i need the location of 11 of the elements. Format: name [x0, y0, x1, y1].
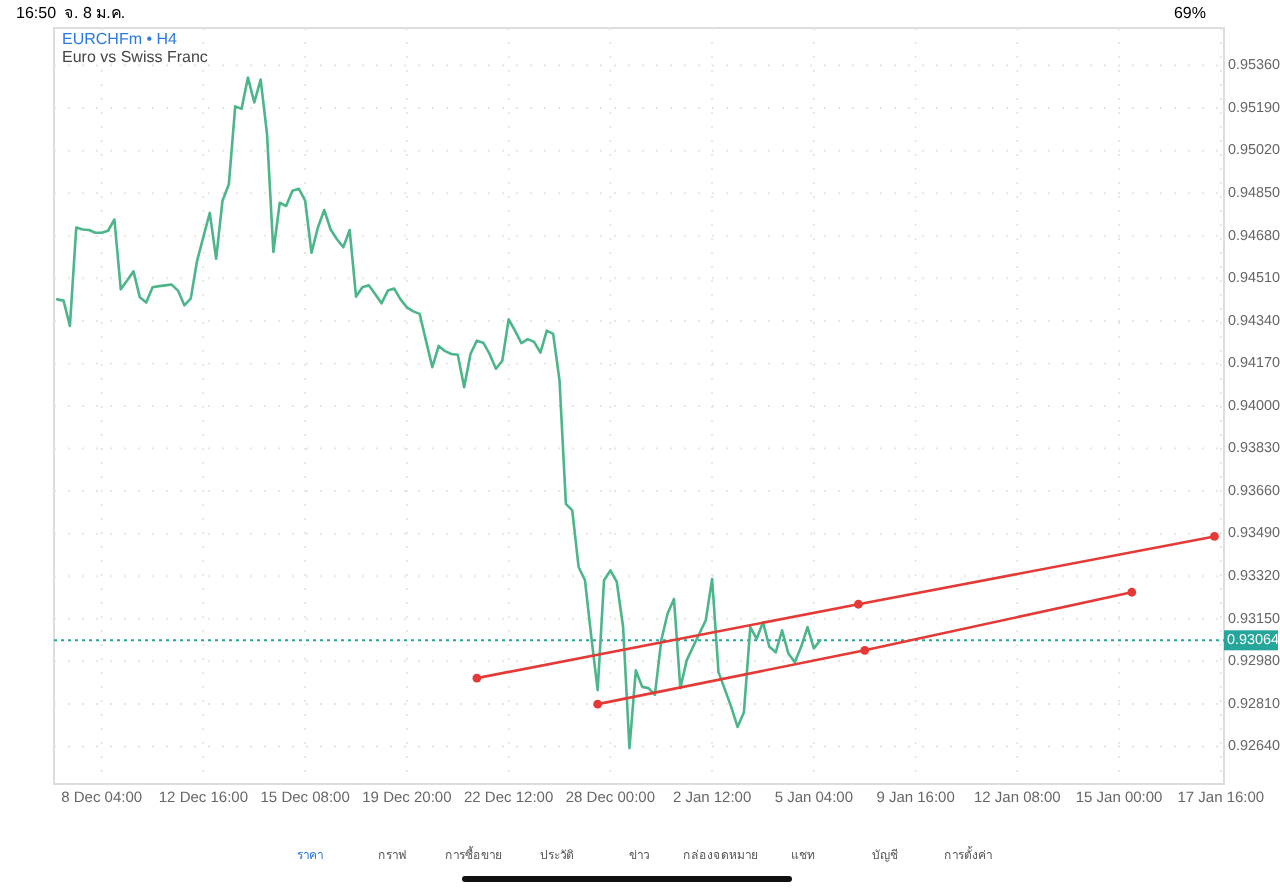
point	[472, 673, 482, 683]
chart-title: EURCHFm • H4	[62, 30, 179, 49]
point	[1210, 532, 1219, 541]
point	[593, 699, 603, 709]
point	[1127, 587, 1137, 597]
text: 16:50	[16, 4, 58, 23]
text: Euro vs Swiss Franc	[62, 48, 208, 67]
text: 69%	[1173, 4, 1206, 23]
text: จ. 8 ม.ค.	[64, 4, 126, 23]
point	[860, 645, 870, 655]
point	[853, 599, 863, 609]
